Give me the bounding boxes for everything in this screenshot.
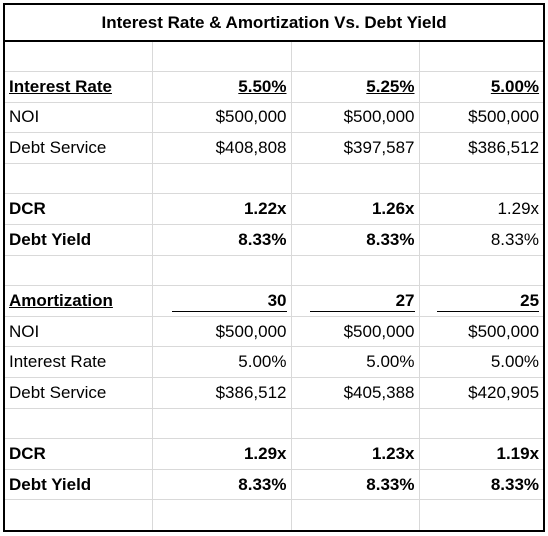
value-cell: 1.23x xyxy=(290,438,420,470)
empty-cell xyxy=(151,162,292,195)
empty-cell xyxy=(3,162,153,195)
empty-cell xyxy=(3,254,153,287)
empty-cell xyxy=(151,499,292,531)
row-label: Debt Service xyxy=(3,132,153,164)
empty-cell xyxy=(151,407,292,440)
data-row: Interest Rate 5.00% 5.00% 5.00% xyxy=(3,346,545,379)
value-cell: 1.19x xyxy=(418,438,545,470)
value-cell: $500,000 xyxy=(151,101,292,134)
data-row: Debt Service $408,808 $397,587 $386,512 xyxy=(3,132,545,164)
value-cell: 8.33% xyxy=(151,468,292,501)
data-row: NOI $500,000 $500,000 $500,000 xyxy=(3,101,545,134)
value-cell: $408,808 xyxy=(151,132,292,164)
summary-table: Interest Rate & Amortization Vs. Debt Yi… xyxy=(3,3,546,532)
empty-cell xyxy=(151,254,292,287)
empty-cell xyxy=(290,499,420,531)
value-cell: 1.29x xyxy=(151,438,292,470)
table-body: Interest Rate & Amortization Vs. Debt Yi… xyxy=(3,3,545,531)
empty-cell xyxy=(290,254,420,287)
data-row: Amortization 30 27 25 xyxy=(3,285,545,317)
value-cell: $500,000 xyxy=(290,315,420,348)
value-text: 30 xyxy=(172,291,287,312)
empty-cell xyxy=(290,162,420,195)
value-cell: 5.00% xyxy=(418,71,545,103)
spacer-row xyxy=(3,162,545,195)
data-row: Interest Rate 5.50% 5.25% 5.00% xyxy=(3,71,545,103)
value-cell: 27 xyxy=(290,285,420,317)
row-label: Interest Rate xyxy=(3,71,153,103)
value-cell: 5.00% xyxy=(151,346,292,379)
value-cell: 8.33% xyxy=(418,224,545,256)
row-label: DCR xyxy=(3,438,153,470)
value-cell: 1.26x xyxy=(290,193,420,226)
data-row: DCR 1.22x 1.26x 1.29x xyxy=(3,193,545,226)
data-row: Debt Service $386,512 $405,388 $420,905 xyxy=(3,377,545,409)
row-label: NOI xyxy=(3,315,153,348)
value-cell: 1.29x xyxy=(418,193,545,226)
spacer-row xyxy=(3,254,545,287)
empty-cell xyxy=(3,40,153,73)
empty-cell xyxy=(290,407,420,440)
row-label: DCR xyxy=(3,193,153,226)
spacer-row xyxy=(3,499,545,531)
value-cell: 30 xyxy=(151,285,292,317)
value-cell: $420,905 xyxy=(418,377,545,409)
data-row: Debt Yield 8.33% 8.33% 8.33% xyxy=(3,468,545,501)
empty-cell xyxy=(3,499,153,531)
value-cell: 25 xyxy=(418,285,545,317)
empty-cell xyxy=(418,254,545,287)
value-cell: $386,512 xyxy=(418,132,545,164)
value-cell: 5.50% xyxy=(151,71,292,103)
value-cell: $386,512 xyxy=(151,377,292,409)
value-cell: 5.25% xyxy=(290,71,420,103)
empty-cell xyxy=(3,407,153,440)
value-text: 27 xyxy=(309,291,415,312)
value-cell: $397,587 xyxy=(290,132,420,164)
value-cell: 8.33% xyxy=(151,224,292,256)
row-label: Debt Yield xyxy=(3,468,153,501)
value-text: 25 xyxy=(437,291,540,312)
data-row: Debt Yield 8.33% 8.33% 8.33% xyxy=(3,224,545,256)
spacer-row xyxy=(3,40,545,73)
row-label: Debt Yield xyxy=(3,224,153,256)
spacer-row xyxy=(3,407,545,440)
row-label: Amortization xyxy=(3,285,153,317)
value-cell: 8.33% xyxy=(290,468,420,501)
value-cell: $500,000 xyxy=(151,315,292,348)
empty-cell xyxy=(418,162,545,195)
empty-cell xyxy=(418,499,545,531)
table-title: Interest Rate & Amortization Vs. Debt Yi… xyxy=(3,3,545,42)
empty-cell xyxy=(151,40,292,73)
row-label: Debt Service xyxy=(3,377,153,409)
value-cell: $500,000 xyxy=(290,101,420,134)
title-row: Interest Rate & Amortization Vs. Debt Yi… xyxy=(3,3,545,42)
data-row: NOI $500,000 $500,000 $500,000 xyxy=(3,315,545,348)
value-cell: 8.33% xyxy=(290,224,420,256)
value-cell: 1.22x xyxy=(151,193,292,226)
value-cell: $405,388 xyxy=(290,377,420,409)
value-cell: 5.00% xyxy=(418,346,545,379)
data-row: DCR 1.29x 1.23x 1.19x xyxy=(3,438,545,470)
value-cell: $500,000 xyxy=(418,315,545,348)
empty-cell xyxy=(418,407,545,440)
row-label: NOI xyxy=(3,101,153,134)
empty-cell xyxy=(290,40,420,73)
value-cell: 5.00% xyxy=(290,346,420,379)
row-label: Interest Rate xyxy=(3,346,153,379)
empty-cell xyxy=(418,40,545,73)
value-cell: $500,000 xyxy=(418,101,545,134)
value-cell: 8.33% xyxy=(418,468,545,501)
